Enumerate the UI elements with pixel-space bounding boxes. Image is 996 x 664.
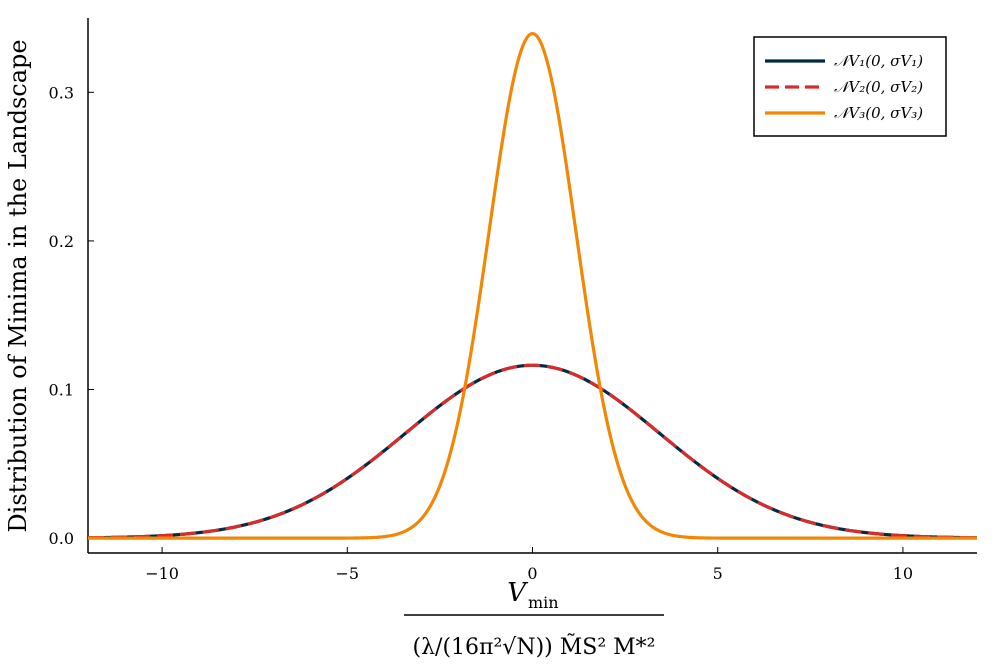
legend: 𝒩V₁(0, σV₁) 𝒩V₂(0, σV₂) 𝒩V₃(0, σV₃) bbox=[753, 36, 947, 137]
x-axis-title-denominator: (λ/(16π²√N)) M̃S² M*² bbox=[413, 634, 656, 660]
series-line-3 bbox=[88, 31, 977, 540]
legend-box bbox=[753, 36, 947, 137]
legend-label-3: 𝒩V₃(0, σV₃) bbox=[834, 104, 923, 122]
x-tick-label: −5 bbox=[335, 564, 359, 583]
x-axis-title: V min (λ/(16π²√N)) M̃S² M*² bbox=[404, 578, 664, 660]
x-axis-title-numerator: V bbox=[507, 578, 528, 608]
y-tick-label: 0.1 bbox=[49, 381, 74, 400]
x-axis-title-numerator-sub: min bbox=[528, 593, 559, 612]
y-tick-label: 0.3 bbox=[49, 83, 74, 102]
series-line-1 bbox=[87, 363, 978, 540]
legend-label-2: 𝒩V₂(0, σV₂) bbox=[834, 78, 923, 96]
y-tick-label: 0.0 bbox=[49, 529, 74, 548]
x-tick-label: 5 bbox=[713, 564, 723, 583]
x-tick-label: 0 bbox=[527, 564, 537, 583]
y-axis-title: Distribution of Minima in the Landscape bbox=[4, 39, 32, 532]
x-tick-label: −10 bbox=[145, 564, 179, 583]
axes: −10 −5 0 5 10 0.0 0.1 0.2 0.3 bbox=[49, 18, 977, 583]
x-tick-label: 10 bbox=[893, 564, 913, 583]
series-line-2 bbox=[87, 363, 978, 540]
series-layer bbox=[87, 31, 978, 540]
legend-label-1: 𝒩V₁(0, σV₁) bbox=[834, 52, 923, 70]
y-tick-label: 0.2 bbox=[49, 232, 74, 251]
